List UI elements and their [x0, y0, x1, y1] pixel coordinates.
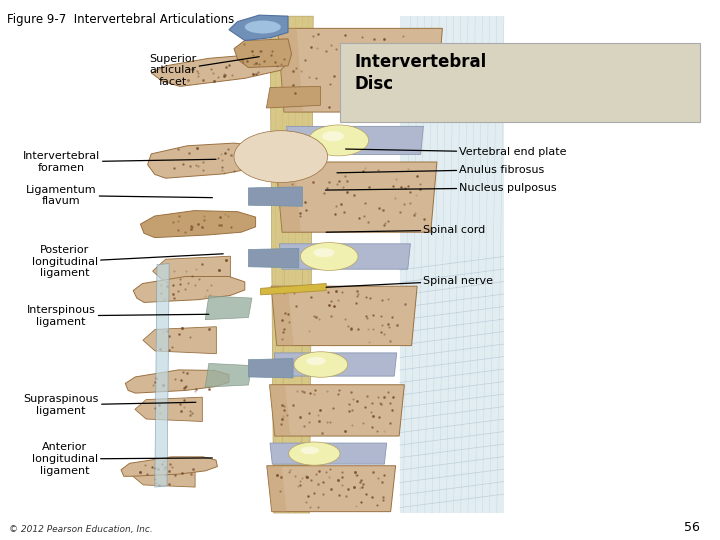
FancyBboxPatch shape: [340, 43, 700, 122]
Text: Vertebral end plate: Vertebral end plate: [346, 147, 567, 157]
Text: Nucleus pulposus: Nucleus pulposus: [325, 183, 557, 193]
Polygon shape: [271, 286, 294, 346]
Ellipse shape: [289, 442, 340, 465]
Polygon shape: [205, 296, 252, 320]
Text: Spinal cord: Spinal cord: [326, 225, 485, 235]
Ellipse shape: [313, 248, 334, 257]
Polygon shape: [133, 465, 195, 487]
Polygon shape: [205, 363, 252, 387]
Polygon shape: [267, 465, 287, 512]
Text: Supraspinous
ligament: Supraspinous ligament: [24, 394, 196, 416]
Polygon shape: [400, 16, 504, 513]
Polygon shape: [267, 465, 395, 512]
Polygon shape: [151, 54, 288, 86]
Polygon shape: [278, 28, 442, 112]
Ellipse shape: [308, 125, 369, 156]
Polygon shape: [278, 28, 303, 112]
Polygon shape: [279, 244, 410, 269]
Polygon shape: [269, 384, 405, 436]
Polygon shape: [143, 327, 216, 354]
Ellipse shape: [245, 21, 281, 33]
Polygon shape: [153, 256, 230, 286]
Polygon shape: [125, 370, 229, 393]
Polygon shape: [155, 264, 169, 487]
Polygon shape: [270, 16, 313, 513]
Polygon shape: [269, 384, 290, 436]
Polygon shape: [282, 264, 302, 490]
Polygon shape: [140, 211, 256, 238]
Polygon shape: [148, 143, 279, 178]
Polygon shape: [261, 284, 326, 295]
Text: © 2012 Pearson Education, Inc.: © 2012 Pearson Education, Inc.: [9, 524, 153, 534]
Text: Figure 9-7  Intervertebral Articulations: Figure 9-7 Intervertebral Articulations: [7, 14, 235, 26]
Polygon shape: [266, 86, 320, 108]
Text: Intervertebral
foramen: Intervertebral foramen: [22, 151, 216, 173]
Ellipse shape: [294, 352, 348, 377]
Text: Intervertebral
Disc: Intervertebral Disc: [354, 53, 487, 93]
Polygon shape: [274, 353, 397, 376]
Ellipse shape: [322, 131, 344, 141]
Polygon shape: [248, 187, 302, 206]
Polygon shape: [276, 162, 437, 232]
Ellipse shape: [300, 242, 358, 271]
Text: Superior
articular
facet: Superior articular facet: [149, 53, 259, 87]
Polygon shape: [248, 248, 299, 268]
Text: Anulus fibrosus: Anulus fibrosus: [337, 165, 544, 174]
Polygon shape: [121, 457, 217, 476]
Text: Anterior
longitudinal
ligament: Anterior longitudinal ligament: [32, 442, 212, 476]
Text: Interspinous
ligament: Interspinous ligament: [27, 305, 209, 327]
Polygon shape: [271, 286, 417, 346]
Ellipse shape: [300, 447, 319, 454]
Text: Spinal nerve: Spinal nerve: [326, 276, 493, 287]
Polygon shape: [287, 126, 423, 154]
Polygon shape: [229, 15, 288, 40]
Polygon shape: [133, 276, 245, 302]
Ellipse shape: [234, 131, 328, 183]
Polygon shape: [234, 39, 292, 68]
Polygon shape: [270, 443, 387, 464]
Polygon shape: [276, 162, 301, 232]
Polygon shape: [135, 397, 202, 421]
Polygon shape: [248, 359, 293, 378]
Text: Ligamentum
flavum: Ligamentum flavum: [26, 185, 212, 206]
Text: Posterior
longitudinal
ligament: Posterior longitudinal ligament: [32, 245, 223, 279]
Text: 56: 56: [684, 521, 700, 534]
Ellipse shape: [306, 357, 325, 365]
